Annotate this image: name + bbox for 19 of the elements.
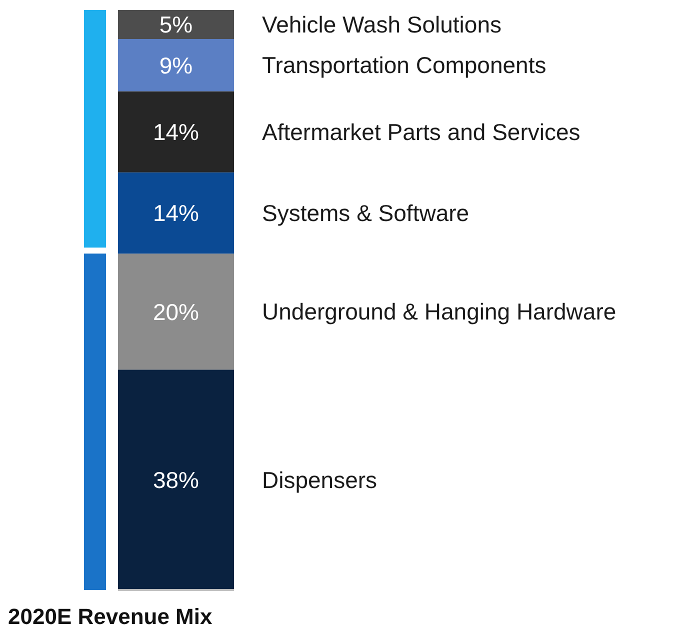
data-label: 14%: [152, 118, 200, 145]
bar: [118, 370, 234, 590]
bar: [118, 10, 234, 39]
bar: [118, 39, 234, 92]
data-label: 14%: [152, 200, 200, 226]
series-label: Dispensers: [262, 466, 378, 493]
bar: [118, 91, 234, 172]
series-label: Systems & Software: [262, 200, 470, 226]
data-label: 5%: [159, 12, 193, 38]
series-label: Aftermarket Parts and Services: [262, 118, 580, 145]
series-label: Vehicle Wash Solutions: [262, 12, 502, 38]
data-label: 9%: [159, 52, 193, 78]
data-label: 38%: [152, 466, 200, 493]
data-label: 20%: [152, 298, 200, 325]
bar: [118, 172, 234, 254]
text: 2020E Revenue Mix: [8, 604, 214, 630]
series-label: Transportation Components: [262, 52, 546, 78]
series-label: Underground & Hanging Hardware: [262, 298, 616, 325]
bar: [118, 254, 234, 370]
